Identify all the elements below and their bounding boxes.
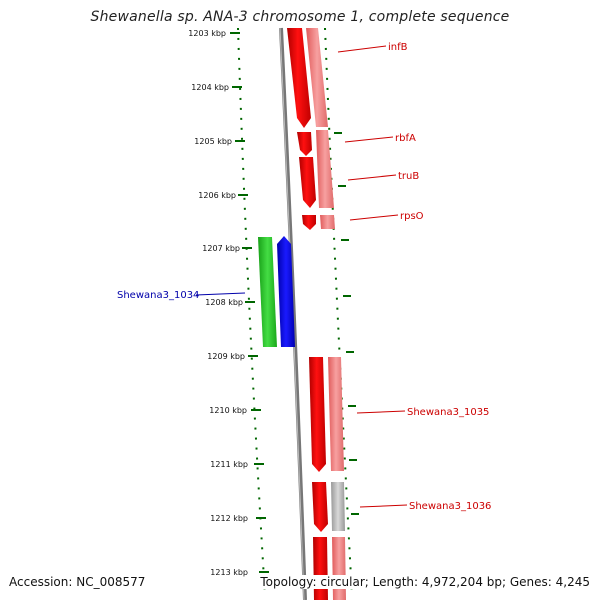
outer-forward-features	[306, 28, 346, 600]
forward-cds-arrows	[287, 28, 328, 600]
truB-arrow	[299, 157, 316, 208]
reverse-cds-features	[258, 236, 295, 347]
shewana3-1036-outer	[331, 482, 345, 531]
gene-label-rpsO: rpsO	[400, 211, 424, 222]
next-gene-arrow	[313, 537, 328, 600]
kbp-scale: 1203 kbp 1204 kbp 1205 kbp 1206 kbp 1207…	[188, 29, 269, 577]
gene-label-rbfA: rbfA	[395, 133, 416, 144]
right-ticks	[334, 132, 359, 515]
kbp-label: 1209 kbp	[207, 352, 245, 361]
gene-label-shewana3-1035: Shewana3_1035	[407, 407, 489, 418]
topology-text: Topology: circular; Length: 4,972,204 bp…	[256, 575, 590, 589]
shewana3-1034-arrow	[277, 236, 295, 347]
kbp-label: 1207 kbp	[202, 244, 240, 253]
left-tick-track	[237, 27, 266, 597]
shewana3-1034-outer	[258, 237, 277, 347]
kbp-label: 1211 kbp	[210, 460, 248, 469]
chromosome-backbone	[279, 27, 307, 600]
next-gene-outer	[332, 537, 346, 600]
kbp-label: 1205 kbp	[194, 137, 232, 146]
kbp-label: 1203 kbp	[188, 29, 226, 38]
shewana3-1035-outer	[328, 357, 344, 471]
kbp-label: 1206 kbp	[198, 191, 236, 200]
rpsO-arrow	[302, 215, 316, 230]
rpsO-outer	[320, 215, 335, 229]
rbfA-arrow	[297, 132, 312, 156]
gene-label-shewana3-1034: Shewana3_1034	[117, 290, 199, 301]
infB-arrow	[287, 28, 311, 128]
gene-label-truB: truB	[398, 171, 419, 182]
rbfA-outer	[316, 130, 334, 208]
accession-text: Accession: NC_008577	[9, 575, 146, 589]
map-title: Shewanella sp. ANA-3 chromosome 1, compl…	[90, 9, 510, 25]
kbp-label: 1213 kbp	[210, 568, 248, 577]
shewana3-1035-arrow	[309, 357, 326, 472]
kbp-label: 1210 kbp	[209, 406, 247, 415]
kbp-label: 1208 kbp	[205, 298, 243, 307]
gene-labels: infB rbfA truB rpsO Shewana3_1034 Shewan…	[117, 42, 491, 512]
infB-outer	[306, 28, 328, 127]
shewana3-1036-arrow	[312, 482, 328, 532]
gene-label-infB: infB	[388, 42, 408, 53]
label-leaders	[195, 45, 408, 508]
kbp-label: 1204 kbp	[191, 83, 229, 92]
gene-label-shewana3-1036: Shewana3_1036	[409, 501, 491, 512]
kbp-label: 1212 kbp	[210, 514, 248, 523]
